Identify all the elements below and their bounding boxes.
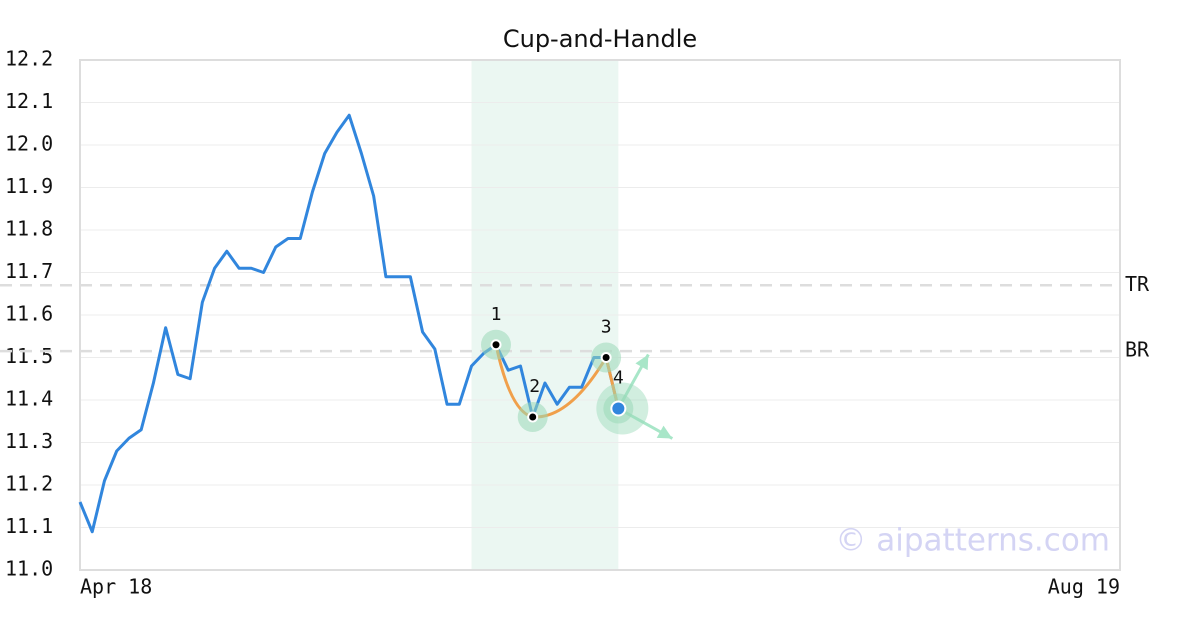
y-tick-label: 11.2 [5, 472, 53, 496]
arrow-head [635, 354, 649, 371]
arrow-head [656, 425, 673, 439]
reference-label: BR [1125, 338, 1150, 362]
y-tick-label: 11.1 [5, 514, 53, 538]
price-line [78, 113, 620, 534]
y-tick-label: 11.9 [5, 174, 53, 198]
plot-frame [79, 59, 1121, 571]
x-tick-label: Aug 19 [1048, 575, 1120, 599]
y-tick-label: 11.5 [5, 344, 53, 368]
y-tick-label: 12.2 [5, 47, 53, 71]
y-tick-label: 11.4 [5, 387, 53, 411]
pattern-point [610, 400, 627, 417]
x-tick-label: Apr 18 [80, 575, 152, 599]
point-label: 4 [613, 368, 624, 389]
y-tick-label: 11.8 [5, 217, 53, 241]
point-label: 1 [491, 304, 502, 325]
pattern-point [600, 352, 612, 363]
y-tick-label: 12.0 [5, 132, 53, 156]
y-tick-label: 11.6 [5, 302, 53, 326]
pattern-point [490, 339, 502, 351]
y-tick-label: 11.7 [5, 259, 53, 283]
y-tick-label: 11.0 [5, 557, 53, 581]
y-tick-label: 11.3 [5, 429, 53, 453]
point-label: 3 [601, 317, 612, 338]
chart-title: Cup-and-Handle [503, 25, 697, 53]
y-tick-label: 12.1 [5, 89, 53, 113]
watermark: © aipatterns.com [835, 523, 1110, 559]
pattern-point [527, 411, 539, 423]
point-label: 2 [529, 376, 540, 397]
reference-label: TR [1125, 272, 1150, 296]
